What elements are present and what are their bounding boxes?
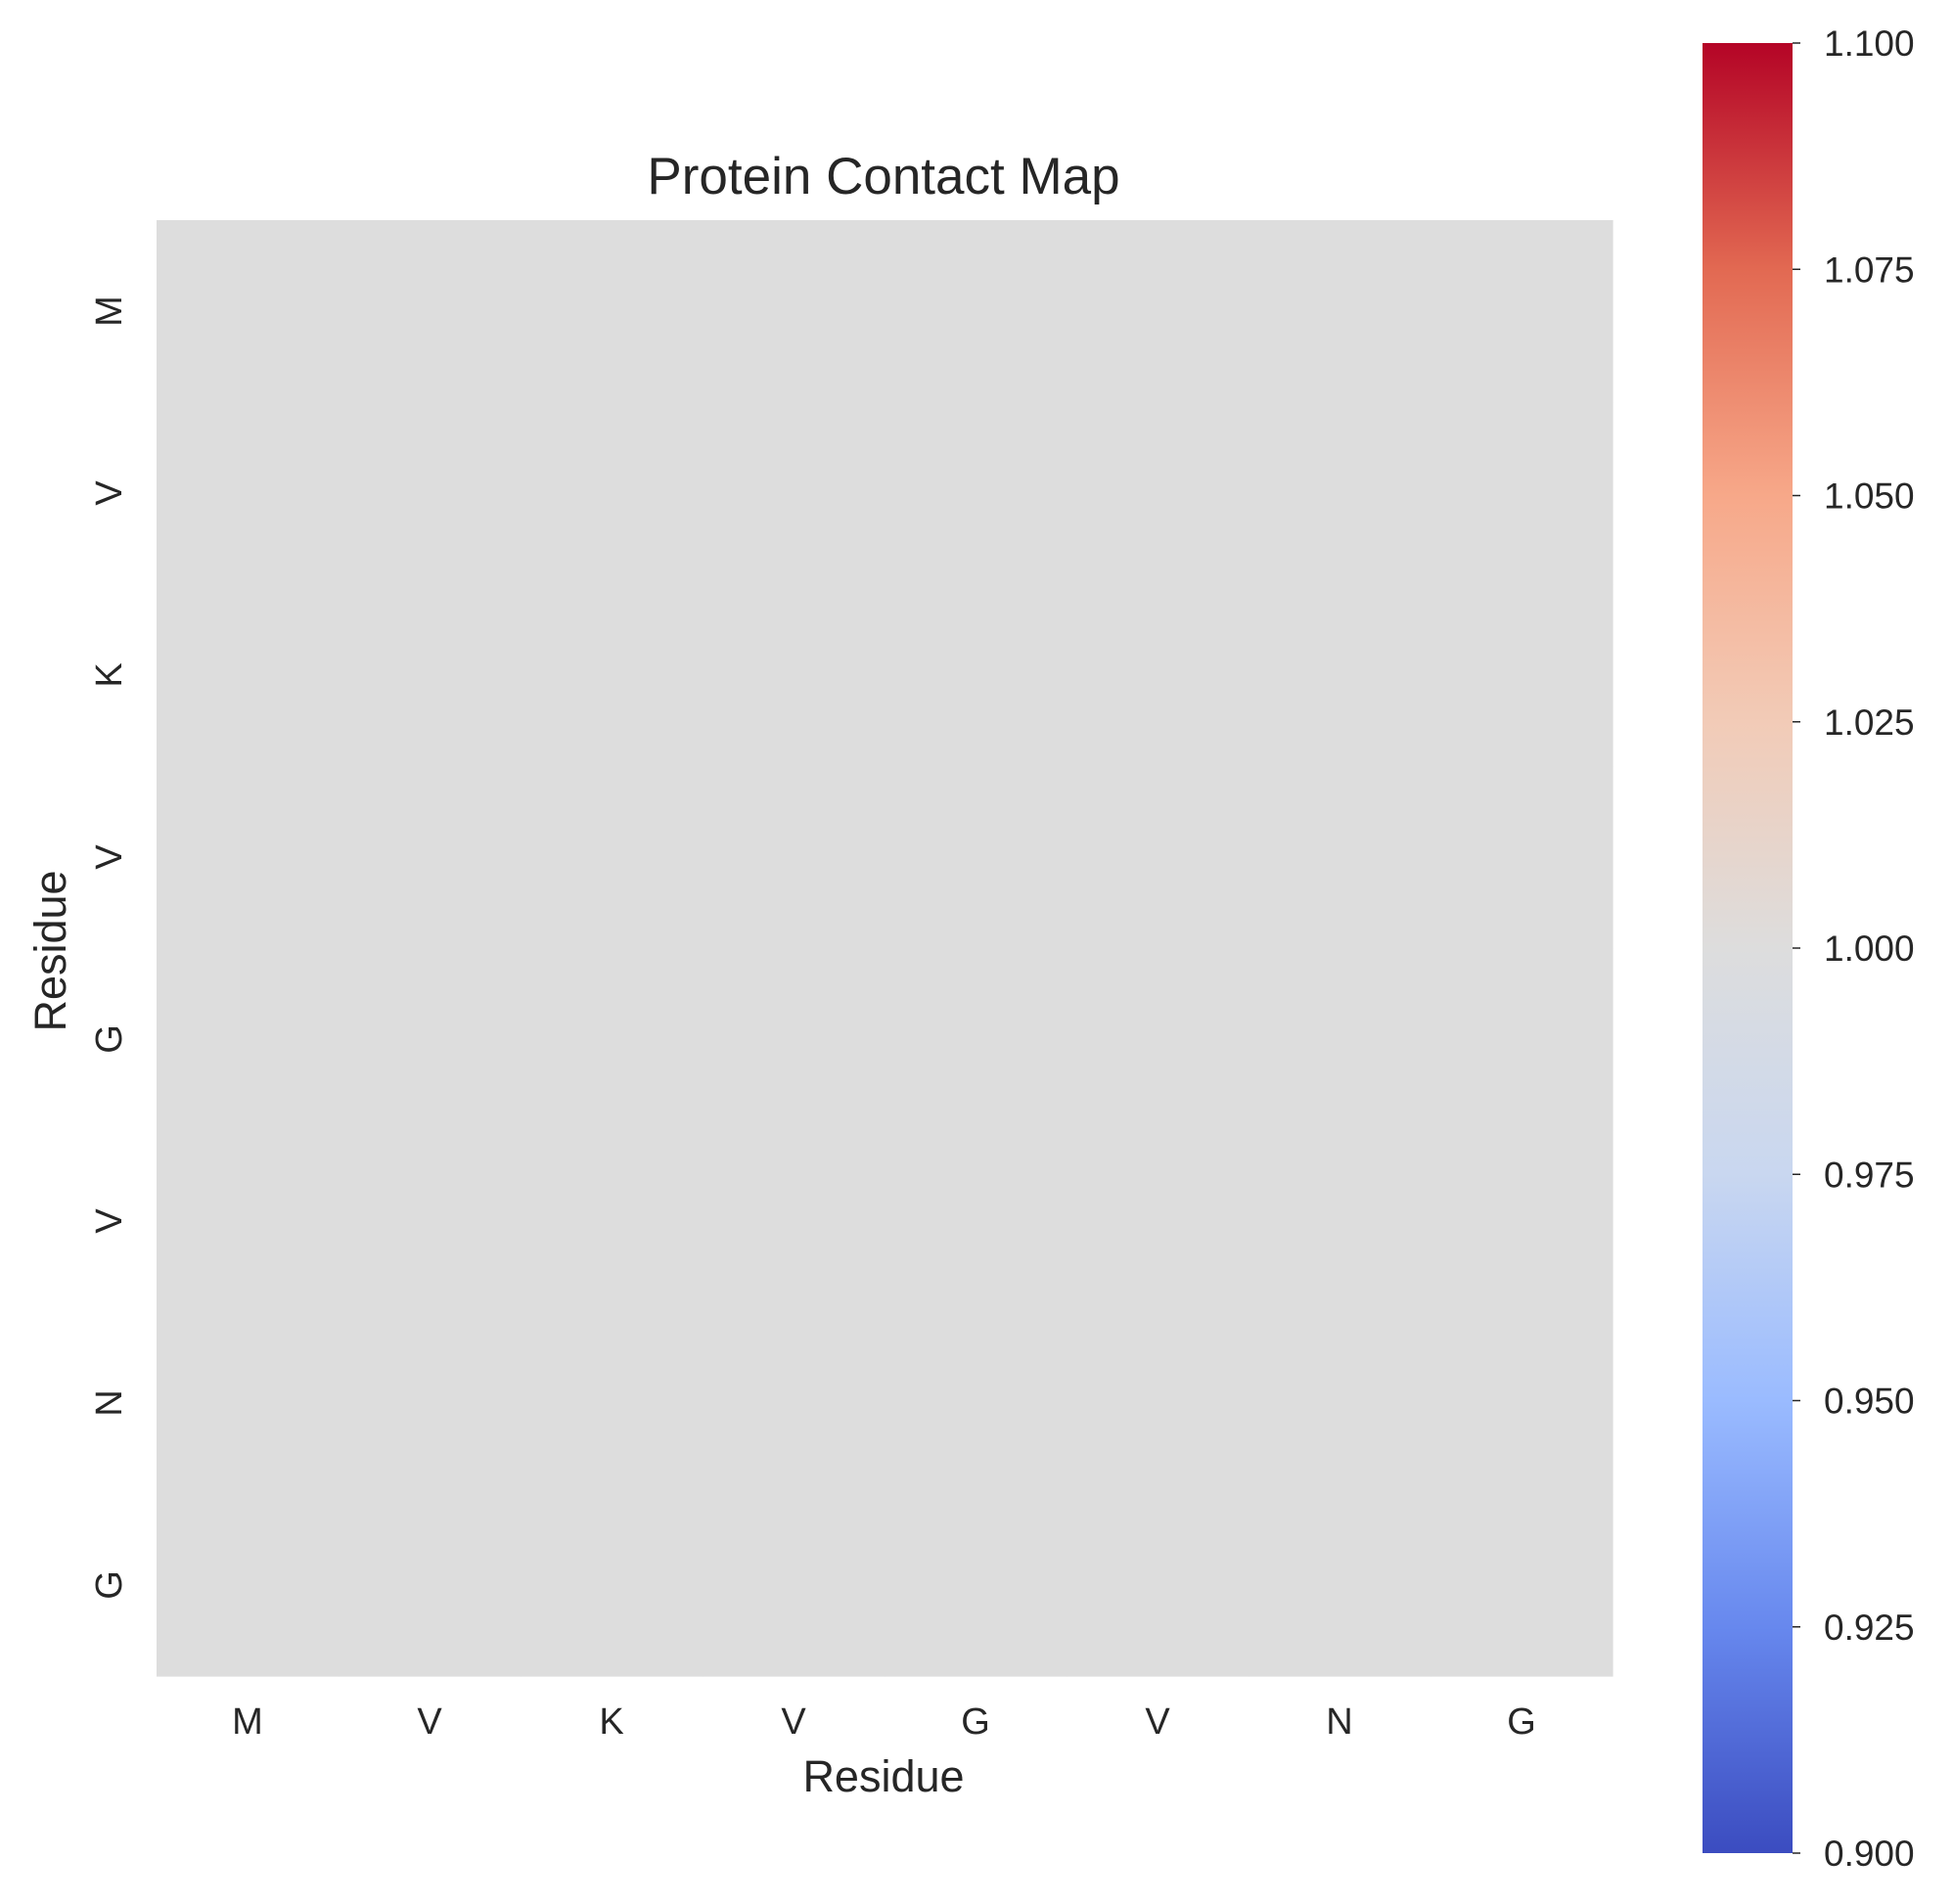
heatmap-cell [157,402,340,585]
y-tick-label: V [89,844,130,870]
heatmap-cell [1431,402,1613,585]
colorbar-tick-label: 0.950 [1824,1382,1915,1422]
colorbar-tick-label: 0.925 [1824,1608,1915,1648]
heatmap-cell [703,1494,886,1677]
heatmap-cell [1431,584,1613,767]
colorbar-tick-label: 1.025 [1824,703,1915,743]
heatmap-cell [703,948,886,1131]
heatmap-cell [703,584,886,767]
heatmap-cell [1431,1494,1613,1677]
heatmap-cell [521,948,704,1131]
x-tick-label: G [961,1701,990,1743]
x-tick-label: G [1507,1701,1536,1743]
heatmap-cell [339,584,522,767]
x-tick-label: V [417,1701,442,1743]
y-tick-label: G [89,1570,130,1600]
colorbar-tick-label: 1.075 [1824,249,1915,290]
colorbar [1703,43,1793,1853]
heatmap-cell [157,948,340,1131]
heatmap-cell [885,1312,1067,1495]
heatmap-cell [1431,948,1613,1131]
heatmap-cell [1249,220,1431,403]
colorbar-tick-label: 0.900 [1824,1834,1915,1874]
y-tick-label: K [89,662,130,687]
heatmap-cell [339,220,522,403]
heatmap-cell [885,948,1067,1131]
heatmap-cell [1249,1312,1431,1495]
heatmap-cell [339,766,522,949]
x-tick-label: M [232,1701,263,1743]
heatmap-cell [703,402,886,585]
heatmap-cell [1249,402,1431,585]
y-tick-label: V [89,1208,130,1234]
heatmap-cell [1067,1130,1249,1313]
heatmap-cell [157,584,340,767]
heatmap-cell [521,402,704,585]
heatmap-cell [885,1130,1067,1313]
y-tick-label: M [89,295,130,327]
x-tick-label: V [1145,1701,1170,1743]
heatmap-cell [339,948,522,1131]
heatmap-cell [1067,948,1249,1131]
colorbar-tick-label: 1.100 [1824,23,1915,64]
heatmap-cell [1067,1494,1249,1677]
x-tick-label: K [599,1701,623,1743]
chart-title: Protein Contact Map [647,148,1119,205]
heatmap-cell [1067,220,1249,403]
heatmap-grid [157,220,1613,1677]
heatmap-cell [1249,766,1431,949]
heatmap-cell [339,402,522,585]
heatmap-cell [1431,220,1613,403]
heatmap-cell [1067,584,1249,767]
heatmap-cell [157,1312,340,1495]
heatmap-cell [157,1130,340,1313]
heatmap-cell [885,1494,1067,1677]
y-axis-label: Residue [25,870,75,1031]
y-tick-label: N [89,1389,130,1416]
heatmap-cell [1431,766,1613,949]
heatmap-cell [1249,1130,1431,1313]
heatmap-cell [521,584,704,767]
y-tick-label: V [89,480,130,506]
heatmap-cell [1431,1312,1613,1495]
x-tick-label: V [781,1701,806,1743]
heatmap-cell [703,1130,886,1313]
heatmap-cell [703,766,886,949]
y-tick-label: G [89,1024,130,1054]
colorbar-ticks: 0.900 0.925 0.950 0.975 1.000 1.025 1.050 1.075… [1793,23,1915,1874]
heatmap-cell [885,220,1067,403]
heatmap-cell [885,766,1067,949]
heatmap-cell [1431,1130,1613,1313]
heatmap-cell [339,1494,522,1677]
heatmap-cell [703,220,886,403]
heatmap-cell [339,1130,522,1313]
heatmap-cell [157,1494,340,1677]
colorbar-tick-label: 1.050 [1824,476,1915,517]
heatmap-cell [521,220,704,403]
heatmap-cell [521,1494,704,1677]
heatmap-cell [339,1312,522,1495]
heatmap-cell [1249,584,1431,767]
heatmap-cell [521,766,704,949]
heatmap-cell [703,1312,886,1495]
heatmap-cell [1067,1312,1249,1495]
heatmap-cell [521,1312,704,1495]
x-tick-label: N [1326,1701,1352,1743]
colorbar-tick-label: 1.000 [1824,929,1915,969]
heatmap-cell [1249,948,1431,1131]
y-axis-ticks: M V K V G V N G [89,295,130,1600]
heatmap-cell [885,584,1067,767]
heatmap-cell [157,220,340,403]
heatmap-cell [521,1130,704,1313]
heatmap-cell [885,402,1067,585]
heatmap-cell [157,766,340,949]
x-axis-label: Residue [802,1751,964,1801]
heatmap-cell [1067,402,1249,585]
heatmap-cell [1249,1494,1431,1677]
colorbar-tick-label: 0.975 [1824,1155,1915,1195]
heatmap-cell [1067,766,1249,949]
